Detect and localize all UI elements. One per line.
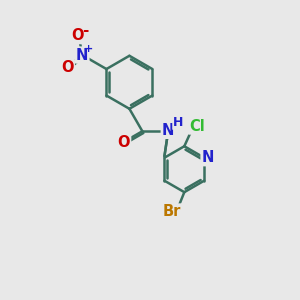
Text: +: + bbox=[84, 44, 93, 54]
Text: O: O bbox=[71, 28, 84, 43]
Text: N: N bbox=[162, 123, 174, 138]
Text: Cl: Cl bbox=[189, 118, 205, 134]
Text: O: O bbox=[118, 136, 130, 151]
Text: O: O bbox=[61, 60, 74, 75]
Text: H: H bbox=[172, 116, 183, 130]
Text: Br: Br bbox=[163, 205, 182, 220]
Text: N: N bbox=[202, 150, 214, 165]
Text: -: - bbox=[82, 23, 88, 38]
Text: N: N bbox=[76, 47, 88, 62]
